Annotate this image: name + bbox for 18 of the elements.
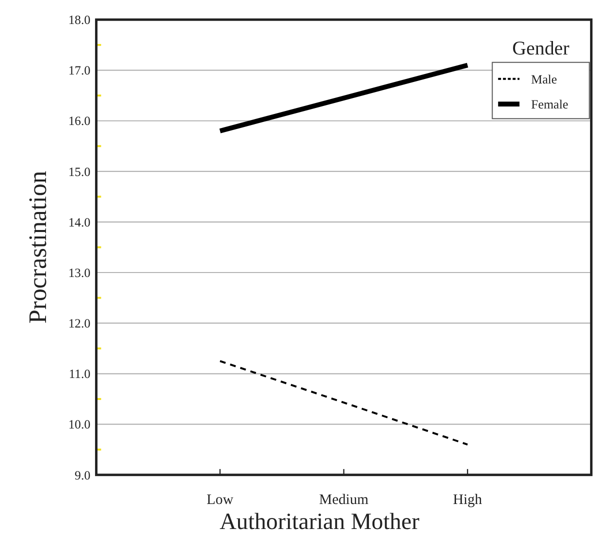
y-tick-label: 16.0 [68,114,90,128]
y-tick-label: 10.0 [68,418,90,432]
y-tick-label: 11.0 [68,367,90,382]
x-tick-label: High [452,492,483,508]
y-tick-label: 9.0 [74,468,90,482]
x-tick-label: Low [206,492,234,508]
legend-title: Gender [512,38,570,60]
y-tick-label: 18.0 [68,13,90,28]
y-tick-label: 12.0 [68,316,90,331]
x-tick-label: Medium [319,492,370,508]
legend-label: Female [531,98,569,112]
legend-label: Male [531,72,558,86]
y-tick-label: 15.0 [68,164,90,179]
x-axis-title: Authoritarian Mother [220,509,420,536]
y-tick-label: 14.0 [68,215,90,230]
y-tick-label: 17.0 [68,64,90,78]
y-tick-label: 13.0 [68,266,90,280]
y-axis-title: Procrastination [24,170,52,324]
